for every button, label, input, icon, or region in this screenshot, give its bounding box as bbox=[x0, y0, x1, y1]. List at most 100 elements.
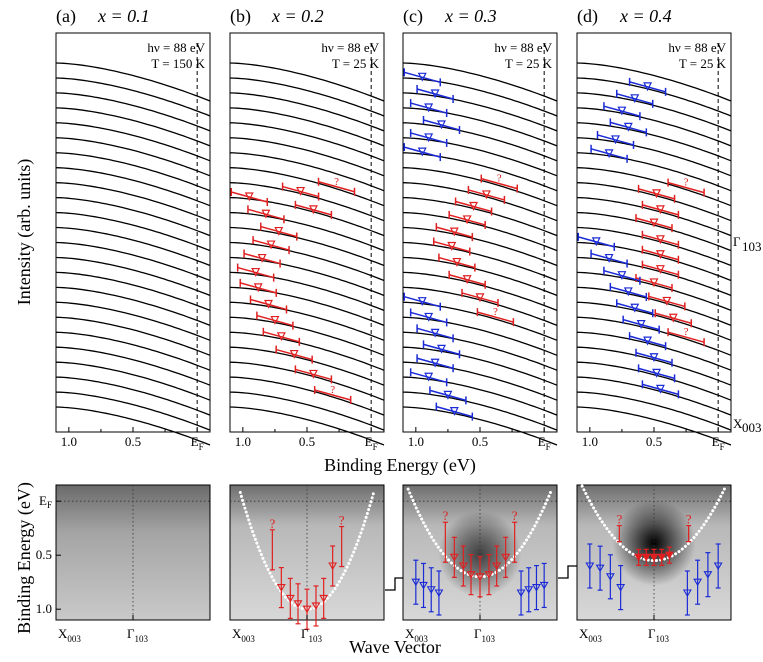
panel-d-curve bbox=[576, 286, 732, 327]
map-panel-c-red-point-triangle bbox=[466, 571, 476, 579]
panel-d-curve bbox=[576, 167, 732, 207]
panel-c-blue-peak bbox=[409, 99, 448, 118]
panel-d-blue-peak bbox=[616, 89, 654, 108]
panel-b-curve bbox=[229, 316, 385, 356]
panel-c-red-peak-errorbar bbox=[438, 256, 476, 269]
panel-b-red-peak bbox=[275, 345, 313, 364]
panel-b-red-peak bbox=[239, 278, 277, 297]
panel-a-curve bbox=[55, 226, 211, 267]
panel-c-blue-peak-errorbar bbox=[436, 405, 473, 418]
map-panel-d-red-point-triangle bbox=[657, 553, 667, 562]
panel-d-blue-peak-triangle bbox=[591, 237, 601, 247]
bottom-y-axis-title: Binding Energy (eV) bbox=[14, 482, 35, 634]
map-panel-d-red-point bbox=[641, 548, 651, 566]
panel-b-red-peak-errorbar bbox=[237, 266, 274, 279]
panel-c-red-peak: ? bbox=[476, 306, 515, 327]
panel-a-temp: T = 150 K bbox=[151, 56, 205, 71]
panel-c-blue-peak bbox=[416, 324, 454, 343]
map-panel-d-blue-point-triangle bbox=[682, 589, 692, 598]
panel-d-red-peak-errorbar bbox=[642, 204, 679, 216]
map-panel-d-blue-point bbox=[585, 543, 595, 589]
panel-c-red-peak: ? bbox=[480, 173, 518, 193]
panel-c-curve bbox=[402, 182, 558, 222]
panel-d-blue-peak-errorbar bbox=[616, 93, 653, 105]
panel-b-red-peak bbox=[236, 263, 275, 282]
panel-d-curve bbox=[576, 122, 732, 162]
panel-d-red-peak: ? bbox=[667, 177, 705, 197]
panel-a-curve bbox=[55, 152, 211, 192]
panel-d-blue-peak bbox=[609, 282, 648, 301]
panel-c-blue-peak-errorbar bbox=[404, 71, 441, 84]
panel-c-curve bbox=[402, 77, 558, 117]
panel-d-blue-peak bbox=[603, 102, 641, 121]
map-panel-c-x-mid-sub: 103 bbox=[482, 634, 496, 644]
panel-b-curve bbox=[229, 286, 385, 327]
panel-d-blue-peak bbox=[609, 118, 648, 137]
panel-d-blue-peak-triangle bbox=[604, 253, 614, 263]
panel-b-curve bbox=[229, 77, 385, 117]
panel-d-header: (d) x = 0.4 bbox=[577, 6, 672, 27]
panel-d-curve bbox=[576, 62, 732, 102]
panel-b-red-peak-errorbar bbox=[275, 348, 313, 361]
panel-d-red-peak-errorbar bbox=[667, 181, 705, 194]
panel-b-red-peak-errorbar bbox=[318, 181, 355, 193]
panel-b-red-peak-triangle bbox=[261, 209, 271, 219]
panel-c-curve bbox=[402, 167, 558, 207]
panel-a-doping: x = 0.1 bbox=[97, 6, 150, 26]
panel-d-tag: (d) bbox=[577, 6, 598, 27]
panel-d-red-peak-triangle bbox=[649, 278, 659, 288]
panel-d-blue-peak bbox=[603, 266, 641, 285]
panel-b-red-peak-errorbar bbox=[247, 208, 285, 221]
map-panel-d-blue-point-triangle bbox=[595, 564, 605, 573]
map-panel-a-x-left-label: X003 bbox=[58, 626, 81, 644]
panel-d-blue-peak-errorbar bbox=[578, 236, 615, 248]
panel-c-red-peak bbox=[433, 237, 471, 256]
panel-b-red-peak bbox=[260, 222, 298, 241]
panel-c-blue-peak bbox=[403, 68, 441, 87]
panel-c-blue-peak-errorbar bbox=[423, 343, 460, 356]
map-panel-b: ? ? X003 Γ103 bbox=[229, 484, 385, 644]
panel-b-red-peak-errorbar bbox=[252, 239, 290, 251]
bottom-y-tick-10: 1.0 bbox=[36, 601, 52, 616]
panel-c-curve bbox=[402, 391, 558, 431]
bottom-x-axis-title: Wave Vector bbox=[349, 637, 441, 657]
panel-d-red-peak-question: ? bbox=[684, 177, 689, 189]
panel-c-curve bbox=[402, 256, 558, 297]
panel-c-red-peak-errorbar bbox=[448, 214, 486, 226]
panel-b-red-peak-errorbar bbox=[295, 204, 332, 216]
panel-c-blue-peak bbox=[403, 143, 441, 162]
panel-c-blue-peak bbox=[416, 354, 454, 373]
panel-b-red-peak bbox=[252, 236, 290, 255]
panel-c-red-peak-errorbar bbox=[436, 226, 473, 238]
panel-d-red-peak-triangle bbox=[655, 265, 665, 275]
panel-a-tick-label: 0.5 bbox=[125, 434, 141, 449]
panel-c-curve bbox=[402, 241, 558, 282]
map-panel-b-red-point-triangle bbox=[319, 594, 329, 603]
panel-d-blue-peak-triangle bbox=[630, 94, 640, 104]
panel-c-blue-peak-triangle bbox=[424, 372, 434, 382]
panel-c-curve bbox=[402, 211, 558, 252]
map-panel-c-blue-point bbox=[539, 562, 549, 609]
panel-c-blue-peak-triangle bbox=[424, 133, 434, 143]
panel-c-blue-peak-errorbar bbox=[404, 295, 441, 308]
panel-d-blue-peak-errorbar bbox=[597, 134, 634, 146]
panel-d-curve bbox=[576, 182, 732, 222]
panel-c-tick-label: 1.0 bbox=[408, 434, 424, 449]
panel-c-doping: x = 0.3 bbox=[444, 6, 497, 26]
panel-c-red-peak bbox=[435, 223, 474, 242]
map-panel-c-blue-point bbox=[419, 562, 428, 609]
y-axis-title: Intensity (arb. units) bbox=[14, 159, 35, 305]
map-panel-d-red-point-question: ? bbox=[686, 512, 692, 527]
panel-c-blue-peak-triangle bbox=[424, 103, 434, 113]
panel-b-red-peak-triangle bbox=[274, 226, 284, 236]
panel-b-red-peak-errorbar bbox=[295, 368, 332, 381]
panel-d-blue-peak-triangle bbox=[655, 384, 665, 394]
panel-c-red-peak-triangle bbox=[469, 201, 479, 211]
panel-d-blue-peak-errorbar bbox=[610, 286, 647, 298]
panel-b-red-peak bbox=[281, 182, 320, 201]
panel-d-blue-peak bbox=[577, 232, 615, 251]
map-panel-b-red-point bbox=[276, 566, 286, 609]
map-panel-d-blue-point bbox=[713, 543, 723, 589]
map-panel-b-red-point-question: ? bbox=[339, 513, 345, 528]
panel-b-red-peak bbox=[247, 205, 285, 224]
